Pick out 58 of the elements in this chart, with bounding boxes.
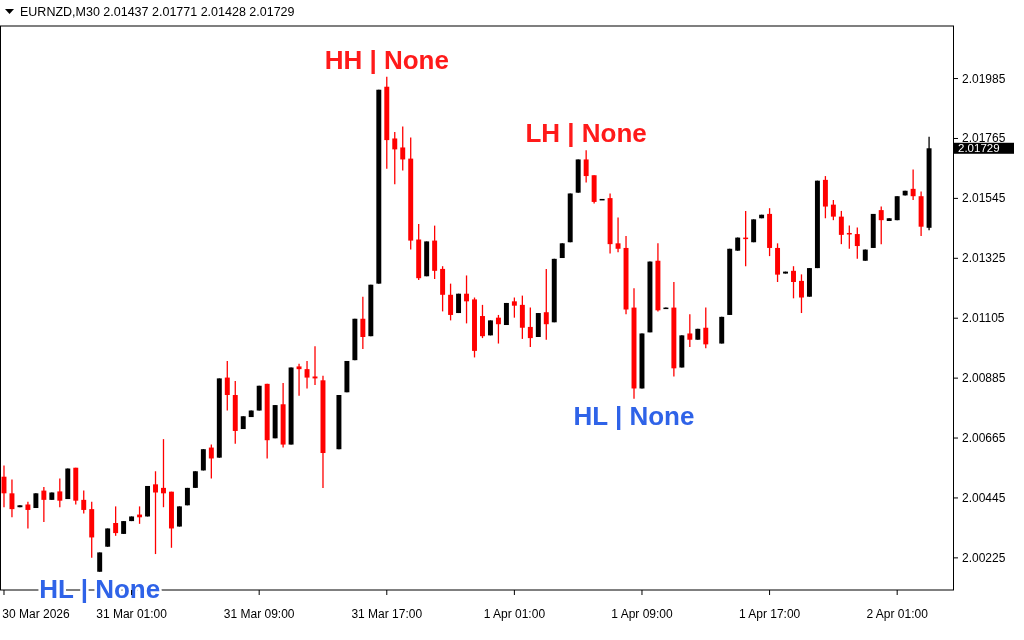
candlestick	[495, 314, 501, 345]
candlestick	[519, 294, 525, 340]
y-tick-label: 2.00665	[962, 431, 1006, 446]
candlestick	[25, 501, 31, 530]
candlestick	[448, 282, 454, 322]
y-tick-label: 2.00445	[962, 490, 1006, 505]
annotation: HH | None	[324, 44, 449, 75]
candlestick	[153, 470, 158, 555]
x-tick-label: 1 Apr 01:00	[483, 607, 546, 621]
x-tick-label: 31 Mar 09:00	[223, 607, 295, 621]
candlestick	[400, 125, 406, 172]
candlestick	[791, 265, 796, 299]
y-tick-label: 2.01325	[962, 251, 1006, 266]
candlestick	[161, 438, 166, 508]
candlestick	[464, 274, 469, 325]
candlestick	[97, 551, 103, 573]
x-tick-label: 30 Mar 2026	[2, 607, 71, 621]
candlestick	[113, 505, 119, 537]
candlestick	[838, 210, 844, 245]
x-tick-label: 31 Mar 01:00	[96, 607, 168, 621]
candlestick	[799, 273, 804, 314]
candlestick	[615, 216, 621, 253]
candlestick	[687, 313, 693, 348]
candlestick	[41, 486, 47, 523]
annotation: HL | None	[573, 400, 695, 431]
candlestick	[480, 304, 485, 339]
candlestick	[854, 226, 860, 260]
candlestick	[208, 443, 214, 480]
y-tick-label: 2.00885	[962, 371, 1006, 386]
candlestick	[392, 131, 398, 185]
y-tick-label: 2.01545	[962, 191, 1006, 206]
candlestick	[81, 489, 87, 515]
candlestick	[511, 296, 517, 319]
y-tick-label: 2.01985	[962, 71, 1006, 86]
candlestick	[878, 205, 884, 245]
x-tick-label: 1 Apr 17:00	[738, 607, 801, 621]
candlestick	[304, 360, 310, 390]
candlestick	[105, 527, 111, 548]
candlestick	[176, 505, 182, 528]
x-tick-label: 1 Apr 09:00	[611, 607, 673, 621]
candlestick	[296, 363, 302, 397]
annotation: LH | None	[525, 118, 647, 149]
candlestick	[910, 168, 916, 201]
x-tick-label: 31 Mar 17:00	[351, 607, 423, 621]
y-tick-label: 2.01105	[962, 311, 1005, 326]
candlestick	[360, 296, 366, 350]
candlestick	[224, 360, 230, 412]
candlestick	[9, 478, 15, 518]
candlestick	[583, 149, 589, 184]
candlestick	[703, 306, 709, 349]
annotation: 2.01729	[958, 142, 1000, 155]
candlestick	[57, 477, 63, 508]
chart-title: EURNZD,M30 2.01437 2.01771 2.01428 2.01729	[20, 5, 295, 19]
candlestick	[830, 199, 836, 221]
x-tick-label: 2 Apr 01:00	[866, 607, 929, 621]
candlestick	[543, 268, 549, 341]
candlestick	[527, 306, 533, 348]
y-tick-label: 2.00225	[962, 550, 1006, 565]
